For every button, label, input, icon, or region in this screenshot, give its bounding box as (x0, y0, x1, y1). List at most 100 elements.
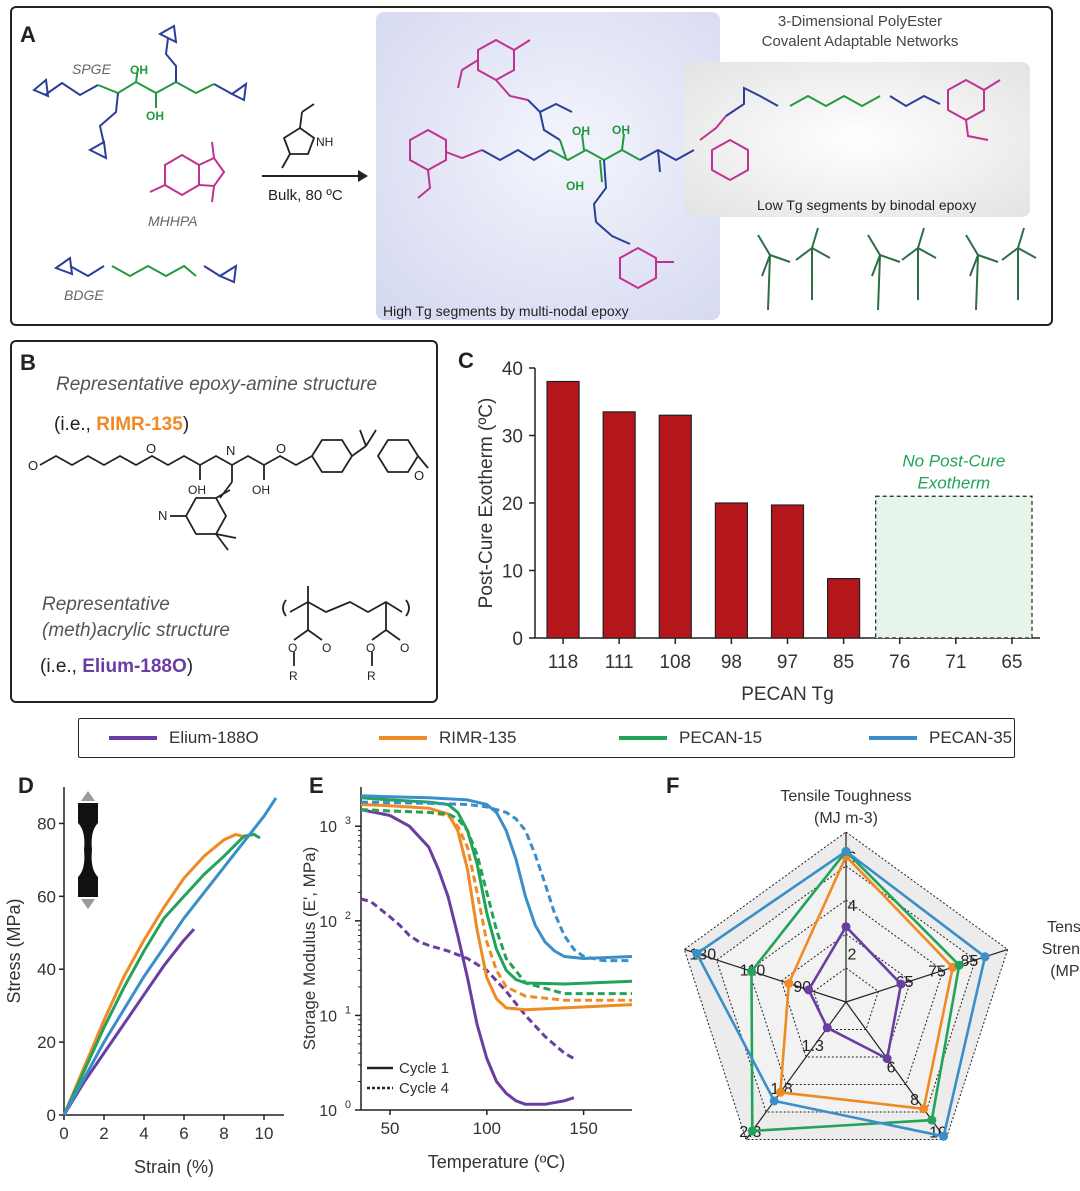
acrylic-structure (282, 586, 410, 666)
rimr-name: RIMR-135 (96, 414, 183, 435)
radar-tick-label: 75 (928, 963, 946, 980)
x-tick-label: 50 (381, 1119, 400, 1138)
bar (827, 578, 861, 639)
x-tick-label: 98 (721, 652, 742, 673)
y-axis-label: Stress (MPa) (4, 898, 24, 1003)
turbine-2 (795, 227, 831, 300)
panel-f-label: F (666, 773, 679, 798)
reaction-condition: Bulk, 80 ºC (268, 187, 343, 204)
radar-grid-ring (813, 967, 879, 1031)
acrylic-heading-line-1: Representative (42, 594, 170, 615)
legend-label: RIMR-135 (439, 728, 517, 747)
radar-axis-label: (MJ m-3) (814, 810, 878, 827)
radar-series-point (784, 978, 794, 988)
radar-spoke (684, 948, 847, 1003)
series-line (360, 794, 633, 960)
panel-b-chemistry: O O N OH OH O O N O O O O R R (28, 429, 429, 683)
y-tick-label: 10 (319, 819, 337, 836)
catalyst-molecule (281, 103, 316, 169)
x-tick-label: 4 (139, 1124, 148, 1143)
y-tick-label: 0 (47, 1106, 56, 1125)
x-tick-label: 76 (889, 652, 910, 673)
radar-series-polygon (779, 854, 955, 1111)
epoxy-amine-structure (39, 429, 429, 551)
dogbone-specimen-icon (78, 791, 98, 909)
acrylic-o-3: O (366, 641, 375, 655)
series-line (360, 800, 632, 963)
bar (602, 411, 636, 639)
turbine-1 (757, 234, 791, 311)
low-tg-region (685, 62, 1030, 217)
low-tg-caption: Low Tg segments by binodal epoxy (757, 197, 976, 213)
low-tg-structure (699, 78, 1001, 182)
panel-a-title: 3-Dimensional PolyEster Covalent Adaptab… (700, 12, 1020, 52)
acrylic-o-2: O (322, 641, 331, 655)
acrylic-prefix: (i.e., (40, 656, 83, 677)
turbine-6 (1001, 227, 1037, 300)
catalyst-nh: NH (316, 135, 333, 149)
y-tick-label: 60 (37, 887, 56, 906)
panel-a-chemistry: SPGE OH OH MHHPA BDGE NH Bulk, 80 ºC (32, 24, 1037, 319)
radar-series-point (692, 949, 702, 958)
epoxy-amine-o-1: O (28, 458, 38, 473)
epoxy-amine-o-3: O (276, 441, 286, 456)
bar (770, 504, 805, 639)
legend-item: PECAN-15 (619, 728, 762, 748)
acrylic-suffix: ) (186, 656, 194, 677)
network-oh-2: OH (612, 123, 630, 137)
panel-e-label: E (309, 773, 324, 798)
y-tick-exponent: 2 (345, 910, 351, 922)
y-tick-label: 0 (512, 629, 523, 650)
x-tick-label: 97 (777, 652, 798, 673)
radar-series-point (775, 1087, 785, 1097)
x-axis-label: Strain (%) (134, 1157, 214, 1177)
epoxy-amine-suffix: ) (182, 414, 190, 435)
y-tick-label: 20 (37, 1033, 56, 1052)
legend-label: PECAN-15 (679, 728, 763, 747)
legend-swatch (109, 736, 157, 740)
high-tg-caption: High Tg segments by multi-nodal epoxy (383, 303, 629, 319)
acrylic-o-1: O (288, 641, 297, 655)
x-axis-label: Temperature (ºC) (428, 1152, 566, 1172)
x-tick-label: 108 (659, 652, 691, 673)
network-oh-1: OH (572, 124, 590, 138)
y-tick-label: 10 (319, 914, 337, 931)
network-oh-3: OH (566, 179, 584, 193)
radar-series-point (927, 1115, 937, 1125)
panel-d-label: D (18, 773, 34, 798)
radar-tick-label: 1.3 (802, 1038, 824, 1055)
y-tick-label: 20 (502, 494, 523, 515)
epoxy-amine-prefix: (i.e., (54, 414, 97, 435)
epoxy-amine-heading: Representative epoxy-amine structure (56, 374, 378, 395)
legend-swatch (869, 736, 917, 740)
y-tick-label: 80 (37, 814, 56, 833)
x-tick-label: 2 (99, 1124, 108, 1143)
panel-d-stress-strain: D 0 20 40 60 80 0 2 4 6 8 10 Strain (%) Stress (MPa) (4, 773, 284, 1177)
elium-name: Elium-188O (82, 656, 187, 677)
series-line (360, 808, 632, 996)
legend-label: Elium-188O (169, 728, 259, 747)
radar-axis-label: Tensile (1047, 919, 1080, 936)
spge-oh-2: OH (146, 109, 164, 123)
radar-series-point (822, 1023, 832, 1033)
y-tick-label: 30 (502, 427, 523, 448)
turbine-5 (965, 234, 999, 311)
bar (658, 414, 692, 639)
y-tick-label: 40 (502, 359, 523, 380)
bar (546, 380, 580, 639)
epoxy-amine-oh-1: OH (188, 483, 206, 497)
panel-b (10, 340, 438, 703)
spge-label: SPGE (72, 61, 112, 77)
title-line-2: Covalent Adaptable Networks (761, 33, 959, 50)
y-tick-label: 10 (319, 1103, 337, 1120)
mhhpa-label: MHHPA (148, 213, 198, 229)
acrylic-r-1: R (289, 669, 298, 683)
y-axis-label: Post-Cure Exotherm (ºC) (476, 398, 497, 609)
series-line (62, 832, 261, 1116)
radar-series-point (841, 922, 851, 932)
acrylic-o-4: O (400, 641, 409, 655)
y-tick-label: 40 (37, 960, 56, 979)
bar (714, 502, 748, 639)
radar-series-point (919, 1104, 929, 1114)
